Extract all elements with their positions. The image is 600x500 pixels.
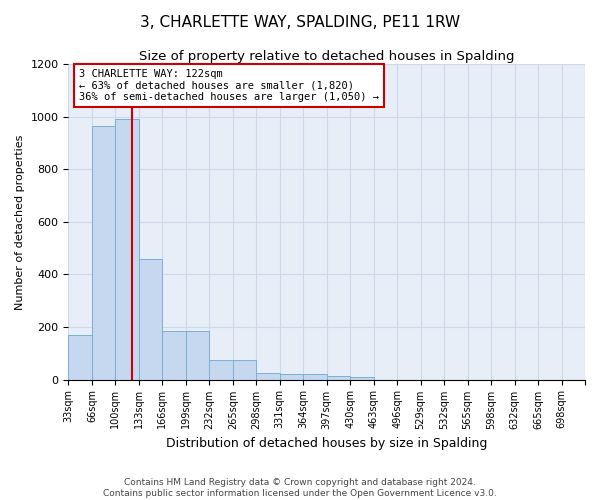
Bar [233,360,256,380]
X-axis label: Distribution of detached houses by size in Spalding: Distribution of detached houses by size … [166,437,487,450]
Bar [209,360,233,380]
Bar [115,120,139,380]
Bar [350,377,374,380]
Bar [139,258,163,380]
Y-axis label: Number of detached properties: Number of detached properties [15,134,25,310]
Bar [68,335,92,380]
Title: Size of property relative to detached houses in Spalding: Size of property relative to detached ho… [139,50,514,63]
Text: 3 CHARLETTE WAY: 122sqm
← 63% of detached houses are smaller (1,820)
36% of semi: 3 CHARLETTE WAY: 122sqm ← 63% of detache… [79,69,379,102]
Text: Contains HM Land Registry data © Crown copyright and database right 2024.
Contai: Contains HM Land Registry data © Crown c… [103,478,497,498]
Bar [163,331,186,380]
Bar [186,331,209,380]
Bar [303,374,327,380]
Text: 3, CHARLETTE WAY, SPALDING, PE11 1RW: 3, CHARLETTE WAY, SPALDING, PE11 1RW [140,15,460,30]
Bar [280,374,303,380]
Bar [327,376,350,380]
Bar [92,126,115,380]
Bar [256,373,280,380]
